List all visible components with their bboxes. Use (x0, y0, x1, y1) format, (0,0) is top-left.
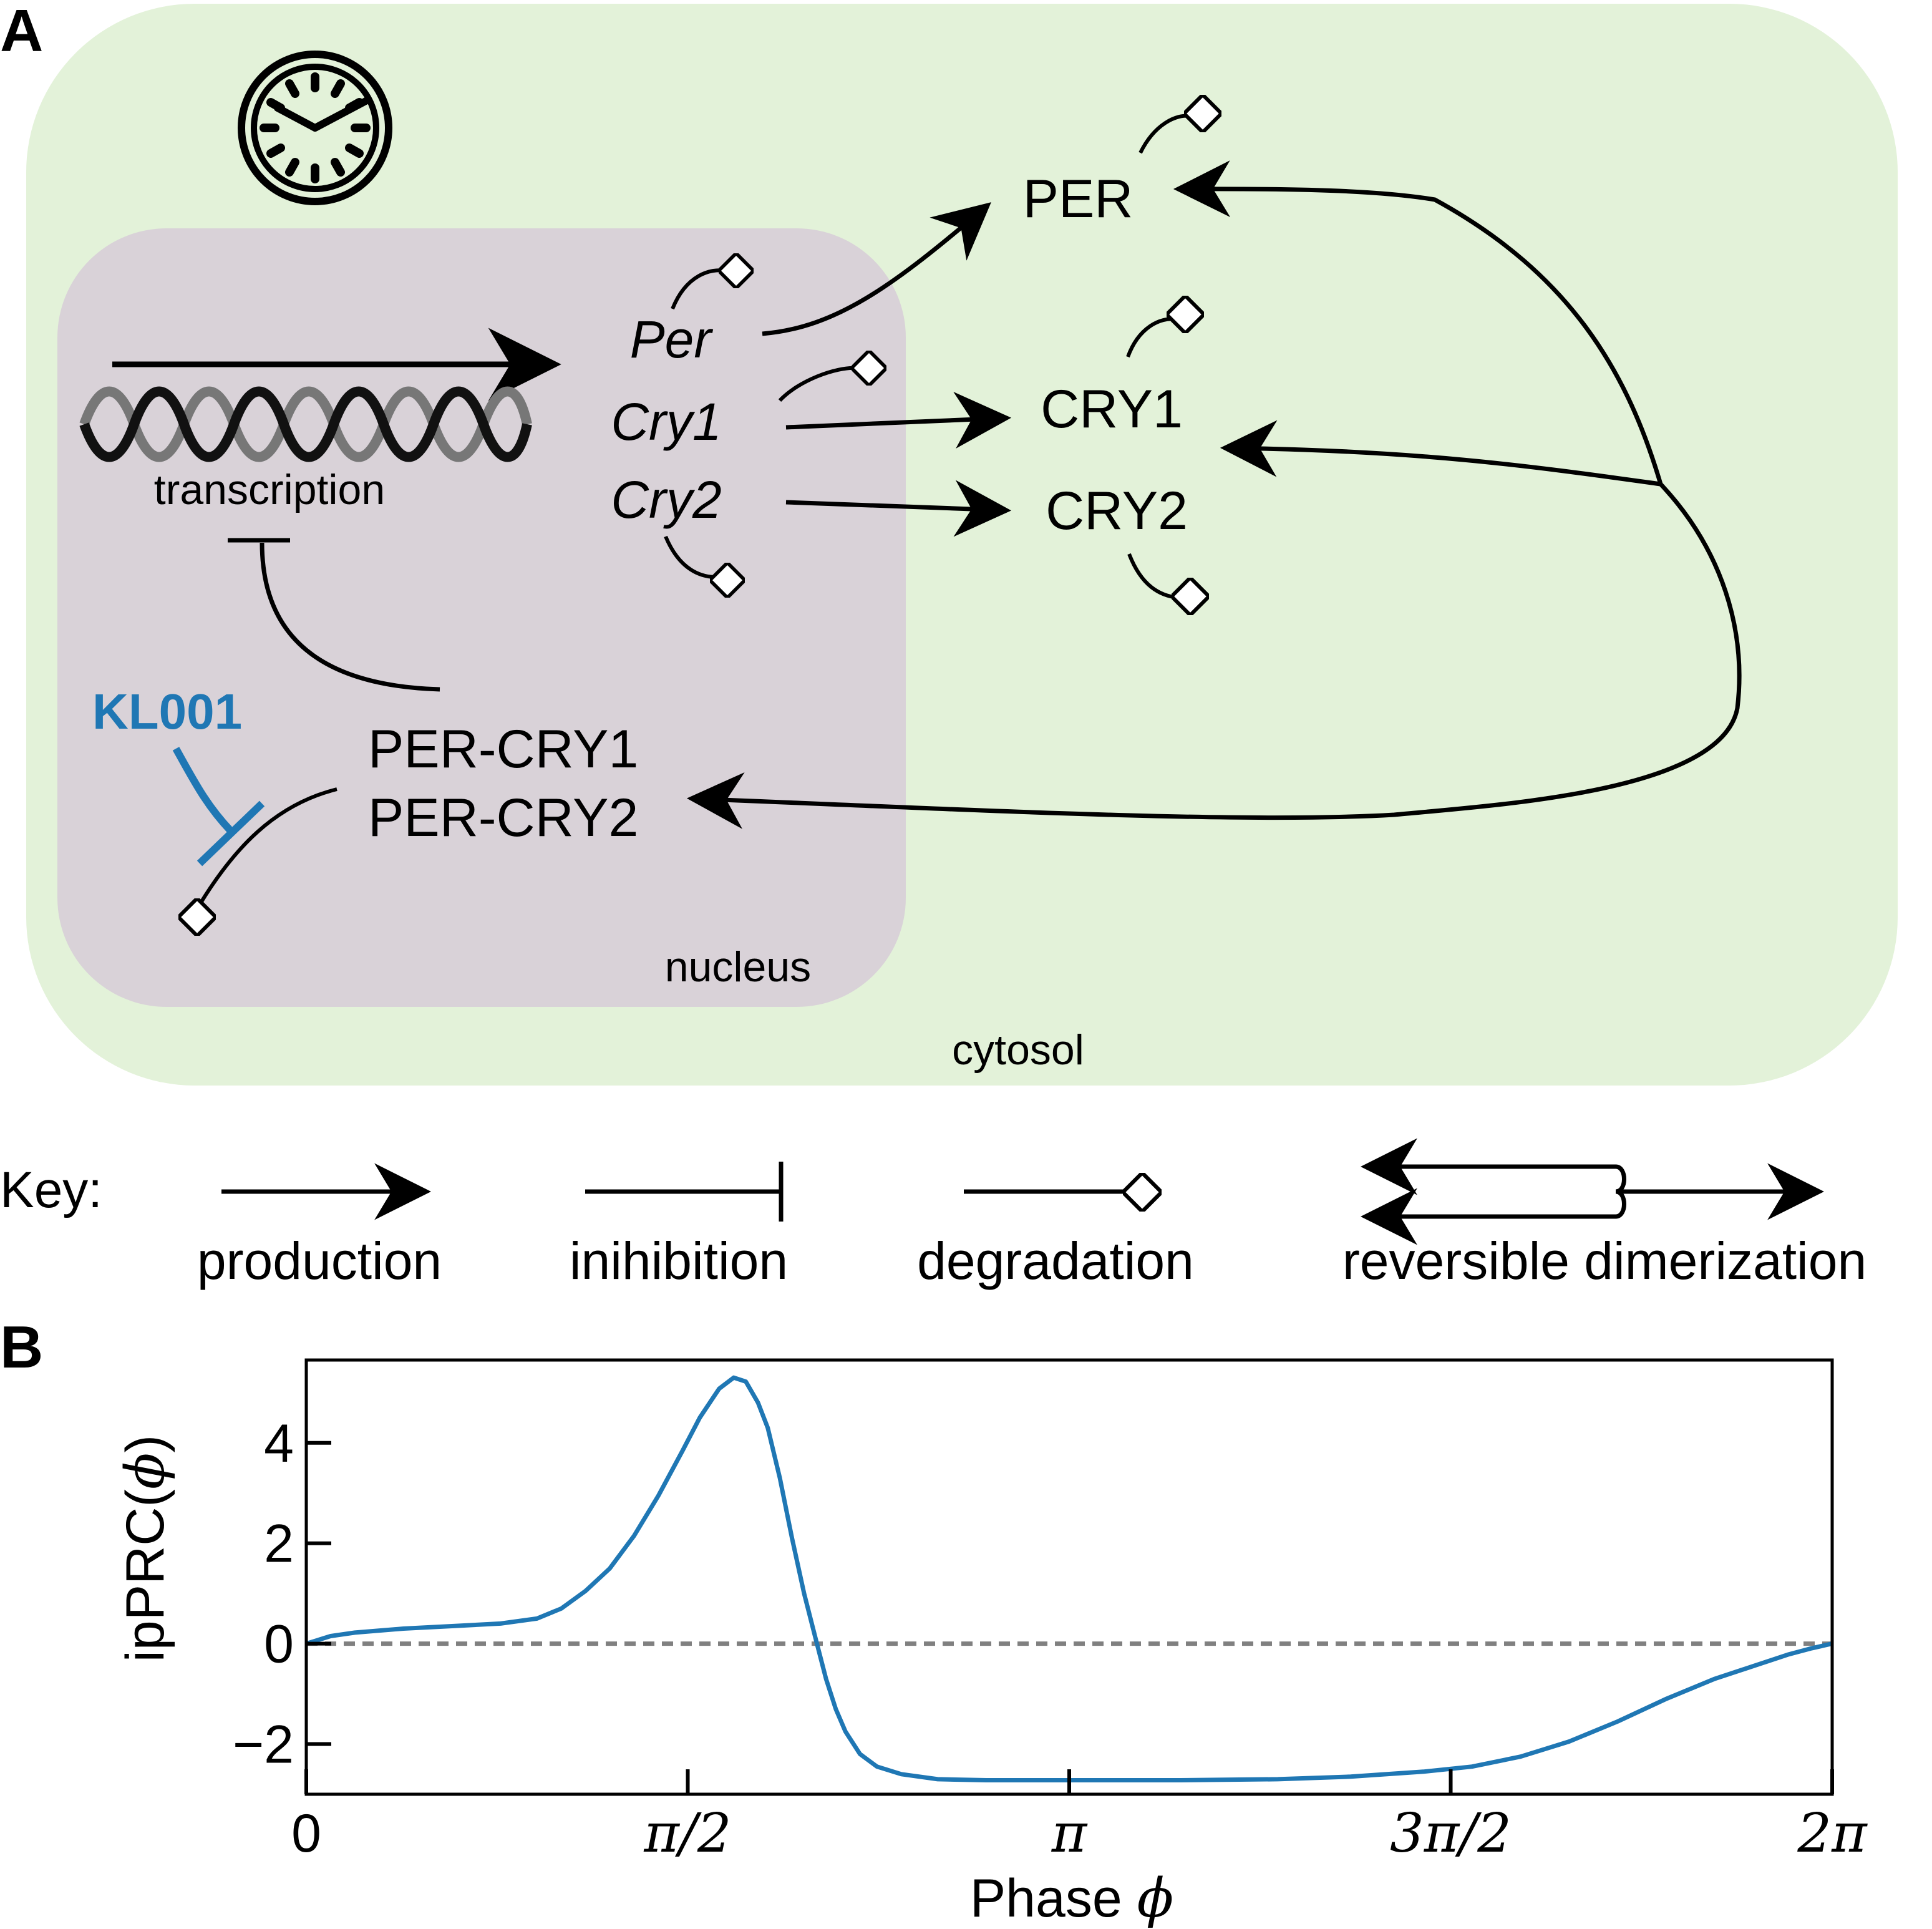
panel-a-label: A (0, 0, 43, 64)
kl001-label: KL001 (92, 684, 242, 739)
x-tick-label: π (1051, 1802, 1088, 1865)
per-translation-arrow (762, 202, 991, 336)
cry2-mrna-label: Cry2 (611, 470, 721, 529)
key-title: Key: (0, 1162, 102, 1218)
legend-key: Key: production inihibition degradation … (0, 1138, 1866, 1290)
chart: −2 0 2 4 0 π/2 π 3π/2 2π (233, 1358, 1868, 1865)
key-production-label: production (197, 1232, 442, 1290)
y-tick-label: −2 (233, 1715, 294, 1775)
chart-ylabel: ipPRC(ϕ) (114, 1435, 177, 1662)
key-inhibition: inihibition (570, 1162, 788, 1290)
per-mrna-label: Per (630, 310, 714, 369)
per-cry1-label: PER-CRY1 (368, 719, 638, 779)
kl001-inhibition-bar (197, 800, 265, 867)
x-tick-label: 3π/2 (1390, 1802, 1512, 1865)
per-dimerization-branch (1173, 160, 1663, 485)
nucleus-label: nucleus (665, 943, 811, 991)
series-line-0 (305, 1375, 1833, 1782)
key-inhibition-label: inihibition (570, 1232, 788, 1290)
per-protein-label: PER (1023, 169, 1133, 229)
repression-arc (260, 542, 440, 692)
panel-a: A (0, 0, 1898, 1086)
complex-degradation (198, 787, 337, 906)
cry1-translation-arrow (785, 392, 1012, 449)
cry1-dimerization-branch (1220, 420, 1661, 487)
key-dimerization: reversible dimerization (1342, 1138, 1866, 1290)
transcription-label: transcription (154, 466, 385, 513)
x-tick-label: π/2 (643, 1802, 731, 1865)
per-cry2-label: PER-CRY2 (368, 788, 638, 848)
clock-icon (238, 51, 392, 205)
x-tick-label: 2π (1797, 1802, 1868, 1865)
key-dimerization-label: reversible dimerization (1342, 1232, 1866, 1290)
dna-helix-icon (79, 386, 532, 462)
x-tick-label: 0 (291, 1804, 321, 1863)
key-production: production (197, 1163, 442, 1290)
chart-xlabel: Phase ϕ (970, 1867, 1173, 1929)
complex-dimerization-branch (686, 482, 1742, 829)
key-degradation: degradation (917, 1173, 1194, 1290)
cry2-protein-label: CRY2 (1046, 481, 1188, 541)
key-degradation-label: degradation (917, 1232, 1194, 1290)
cytosol-label: cytosol (952, 1026, 1084, 1074)
cry1-protein-label: CRY1 (1041, 379, 1183, 439)
panel-b-label: B (0, 1314, 43, 1381)
nucleus-compartment (57, 228, 906, 1007)
y-tick-label: 2 (264, 1514, 294, 1574)
cry1-mrna-degradation (778, 366, 857, 402)
y-tick-label: 0 (264, 1615, 294, 1674)
cry1-mrna-label: Cry1 (611, 392, 721, 451)
cry2-translation-arrow (785, 480, 1012, 537)
kl001-inhibition-arc (172, 747, 234, 834)
y-tick-label: 4 (264, 1414, 294, 1474)
dimerization-double-arrow-icon (1360, 1138, 1626, 1195)
panel-b: B −2 0 2 4 0 π/2 π 3π/2 2π ipPRC(ϕ) Phase ϕ (0, 1314, 1868, 1929)
degradation-diamond-icon (1123, 1173, 1162, 1212)
